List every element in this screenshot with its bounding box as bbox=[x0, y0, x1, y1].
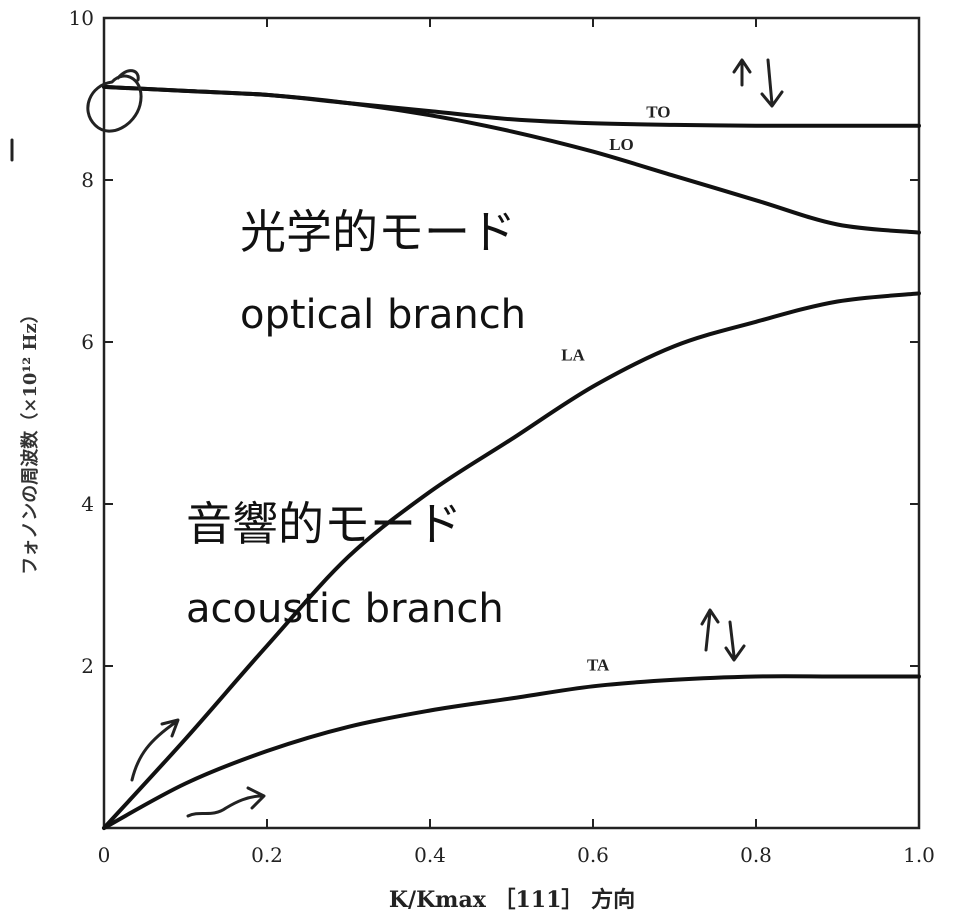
curve-label-la: LA bbox=[561, 346, 585, 365]
x-tick-label: 0.2 bbox=[251, 843, 283, 867]
acoustic-branch-jp-label: 音響的モード bbox=[186, 497, 462, 551]
optical-branch-jp-label: 光学的モード bbox=[240, 205, 516, 259]
x-ticks: 0 0.2 0.4 0.6 0.8 1.0 bbox=[98, 18, 935, 867]
x-tick-label: 0 bbox=[98, 843, 111, 867]
x-axis-label: K/Kmax ［111］ 方向 bbox=[389, 887, 635, 913]
hand-drawn-circle bbox=[86, 74, 143, 133]
down-arrow-icon-2 bbox=[724, 620, 746, 662]
curve-label-to: TO bbox=[646, 103, 670, 122]
curve-label-lo: LO bbox=[609, 135, 634, 154]
down-arrow-icon bbox=[760, 58, 784, 108]
hand-drawn-arrow-la bbox=[130, 718, 180, 782]
plot-frame bbox=[102, 16, 921, 830]
curve-la bbox=[102, 291, 921, 830]
up-arrow-icon-2 bbox=[700, 608, 720, 652]
handwritten-marks bbox=[10, 58, 784, 818]
dispersion-curves bbox=[102, 84, 921, 830]
curve-labels: TO LO LA TA bbox=[561, 103, 670, 675]
curve-label-ta: TA bbox=[587, 656, 610, 675]
optical-branch-en-label: optical branch bbox=[240, 292, 526, 338]
y-tick-label: 10 bbox=[69, 6, 94, 30]
x-tick-label: 0.6 bbox=[577, 843, 609, 867]
hand-drawn-arrow-ta bbox=[186, 786, 266, 818]
x-tick-label: 1.0 bbox=[903, 843, 935, 867]
x-tick-label: 0.4 bbox=[414, 843, 446, 867]
curve-ta bbox=[102, 674, 921, 830]
y-tick-label: 8 bbox=[81, 168, 94, 192]
up-arrow-icon bbox=[732, 58, 752, 87]
y-ticks: 2 4 6 8 10 bbox=[69, 6, 919, 678]
hand-drawn-hook bbox=[116, 69, 140, 82]
y-tick-label: 4 bbox=[81, 492, 94, 516]
acoustic-branch-en-label: acoustic branch bbox=[186, 586, 504, 632]
y-tick-label: 6 bbox=[81, 330, 94, 354]
y-tick-label: 2 bbox=[81, 654, 94, 678]
curve-lo bbox=[102, 84, 921, 235]
x-tick-label: 0.8 bbox=[740, 843, 772, 867]
axes-group bbox=[102, 16, 921, 830]
y-axis-label: フォノンの周波数（×10¹² Hz） bbox=[19, 305, 41, 574]
